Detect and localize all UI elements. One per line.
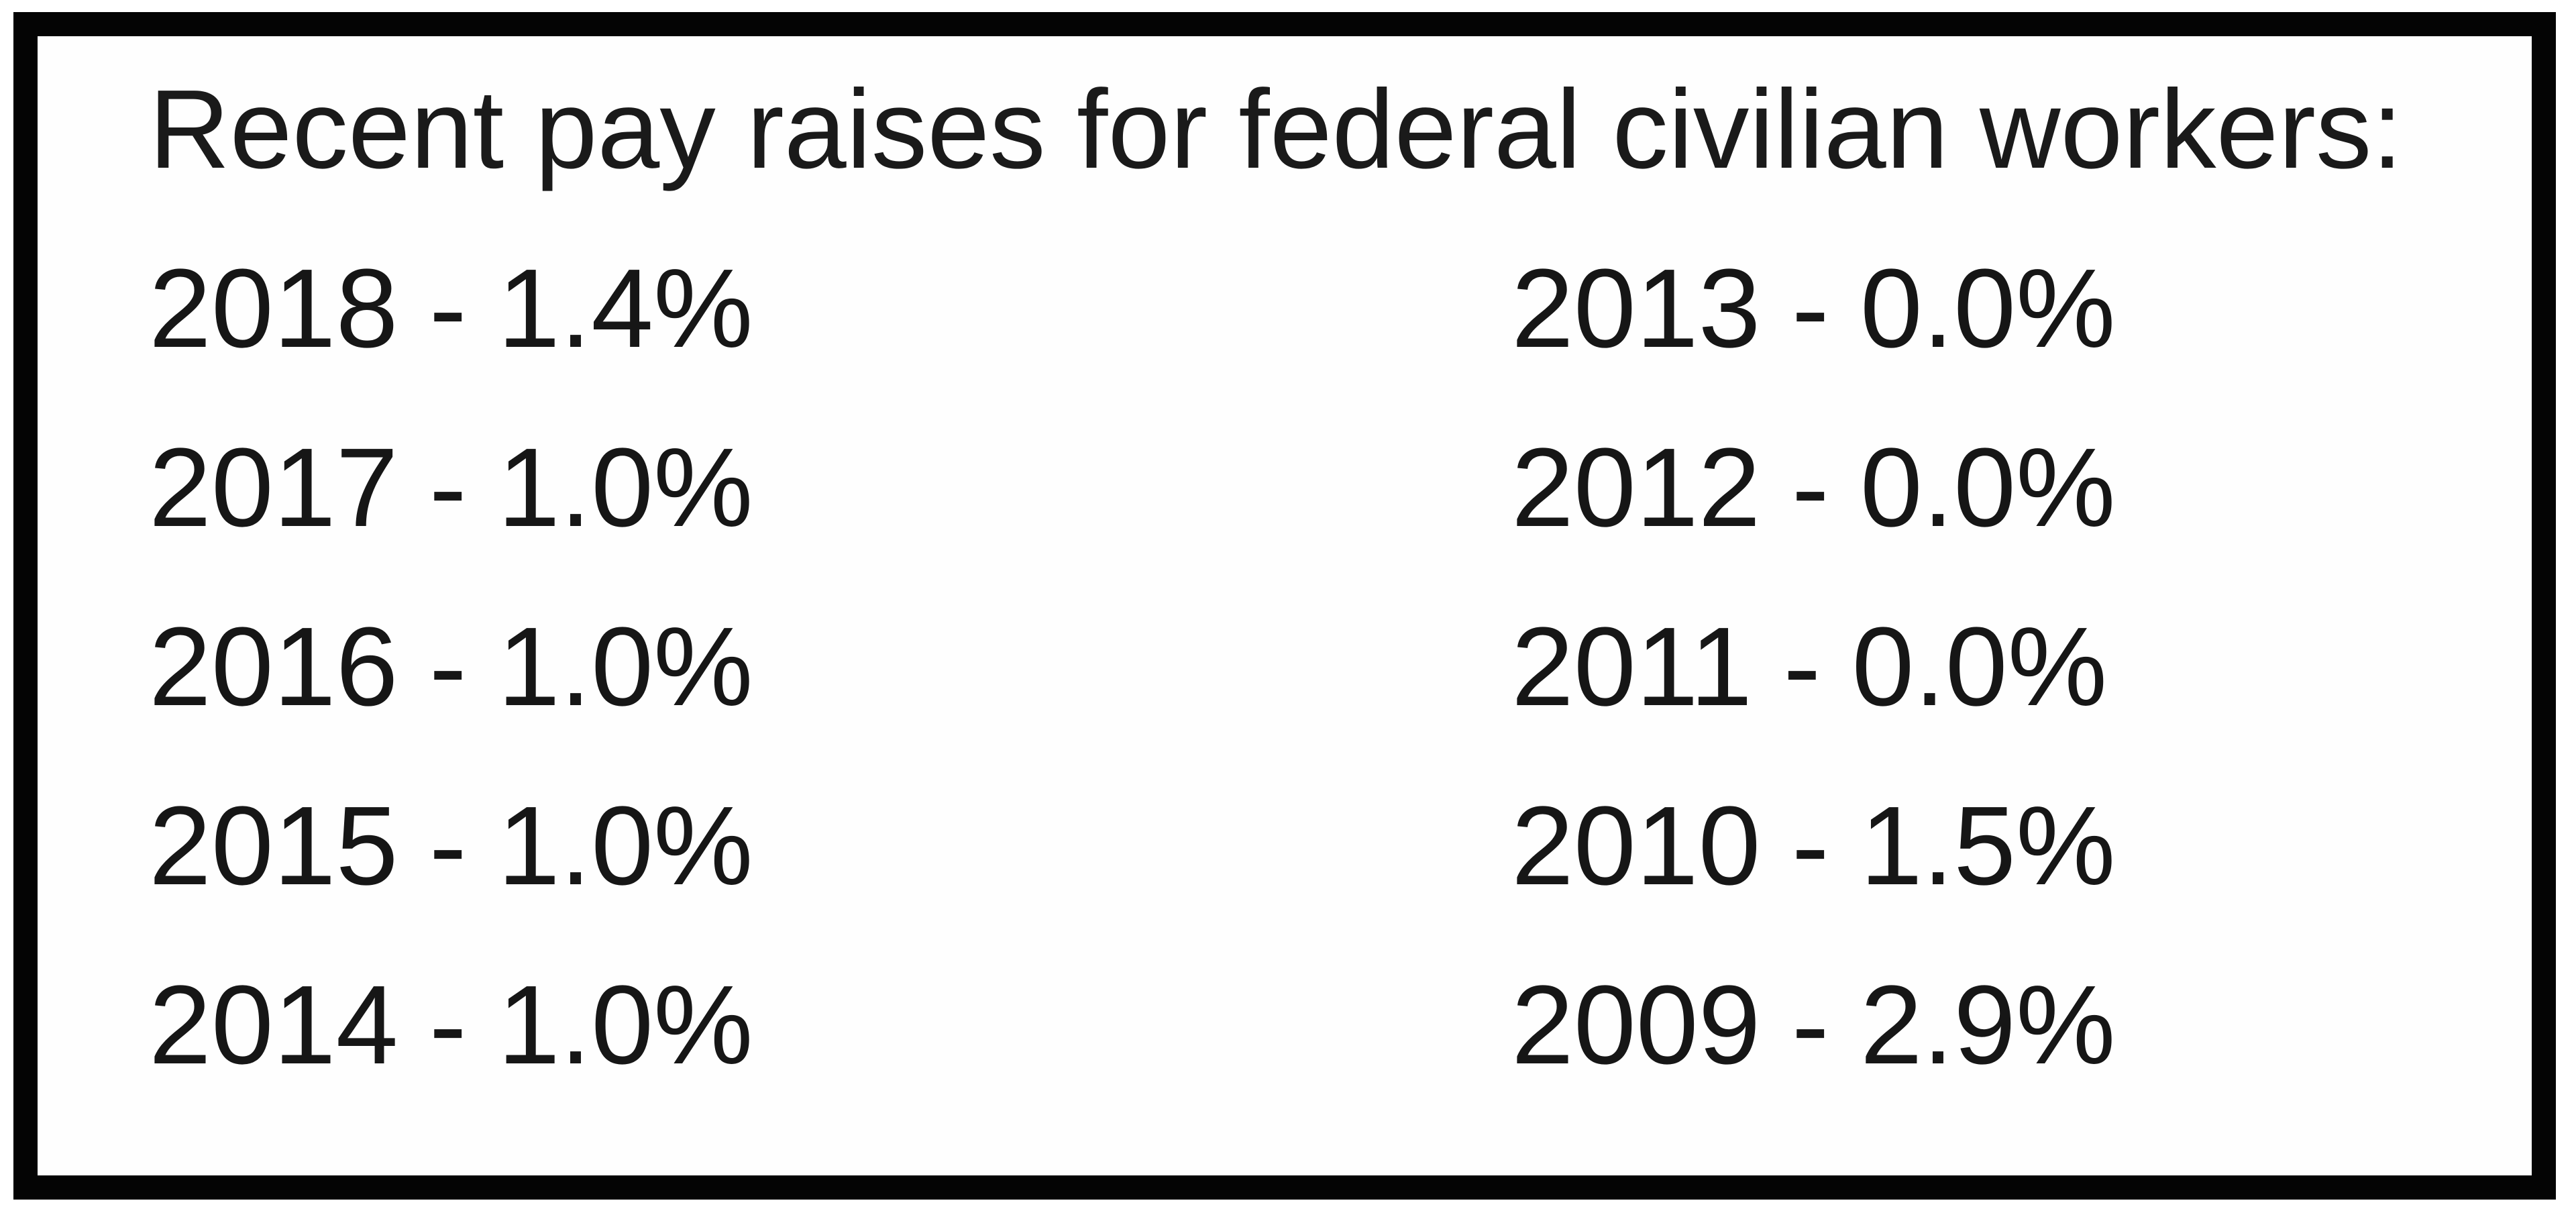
pay-raise-table: 2018 - 1.4% 2013 - 0.0% 2017 - 1.0% 2012… bbox=[149, 219, 2491, 1115]
pay-raise-entry-2018: 2018 - 1.4% bbox=[149, 246, 753, 371]
pay-raise-entry-2010: 2010 - 1.5% bbox=[1511, 784, 2116, 908]
outer-border-frame: Recent pay raises for federal civilian w… bbox=[13, 12, 2556, 1200]
pay-raise-entry-2016: 2016 - 1.0% bbox=[149, 604, 753, 729]
pay-raise-entry-2013: 2013 - 0.0% bbox=[1511, 246, 2116, 371]
pay-raise-entry-2017: 2017 - 1.0% bbox=[149, 425, 753, 550]
pay-raise-entry-2012: 2012 - 0.0% bbox=[1511, 425, 2116, 550]
pay-raise-entry-2011: 2011 - 0.0% bbox=[1511, 604, 2108, 729]
content-area: Recent pay raises for federal civilian w… bbox=[38, 36, 2532, 1115]
page-title: Recent pay raises for federal civilian w… bbox=[149, 67, 2403, 192]
pay-raise-entry-2015: 2015 - 1.0% bbox=[149, 784, 753, 908]
pay-raise-entry-2014: 2014 - 1.0% bbox=[149, 963, 753, 1088]
pay-raise-entry-2009: 2009 - 2.9% bbox=[1511, 963, 2116, 1088]
